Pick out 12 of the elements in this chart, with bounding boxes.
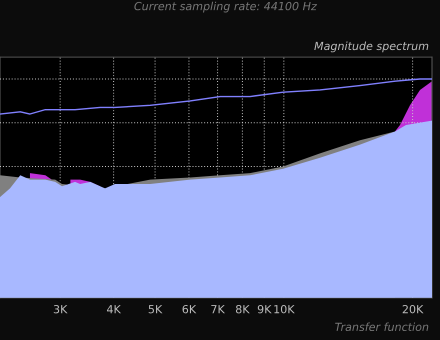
text: Transfer function [335,322,428,332]
x-tick-label: 3K [54,304,68,314]
x-tick-label: 8K [236,304,250,314]
chart-title: Magnitude spectrum [314,42,428,52]
x-tick-label: 9K [258,304,272,314]
x-tick-label: 4K [106,305,122,314]
x-tick-label: 6K [182,304,196,314]
text: Current sampling rate: 44100 Hz [134,2,318,12]
x-tick-label: 10K [274,304,295,314]
x-tick-label: 7K [211,305,225,314]
x-tick-label: 5K [148,305,162,314]
x-tick-label: 20K [402,304,424,314]
